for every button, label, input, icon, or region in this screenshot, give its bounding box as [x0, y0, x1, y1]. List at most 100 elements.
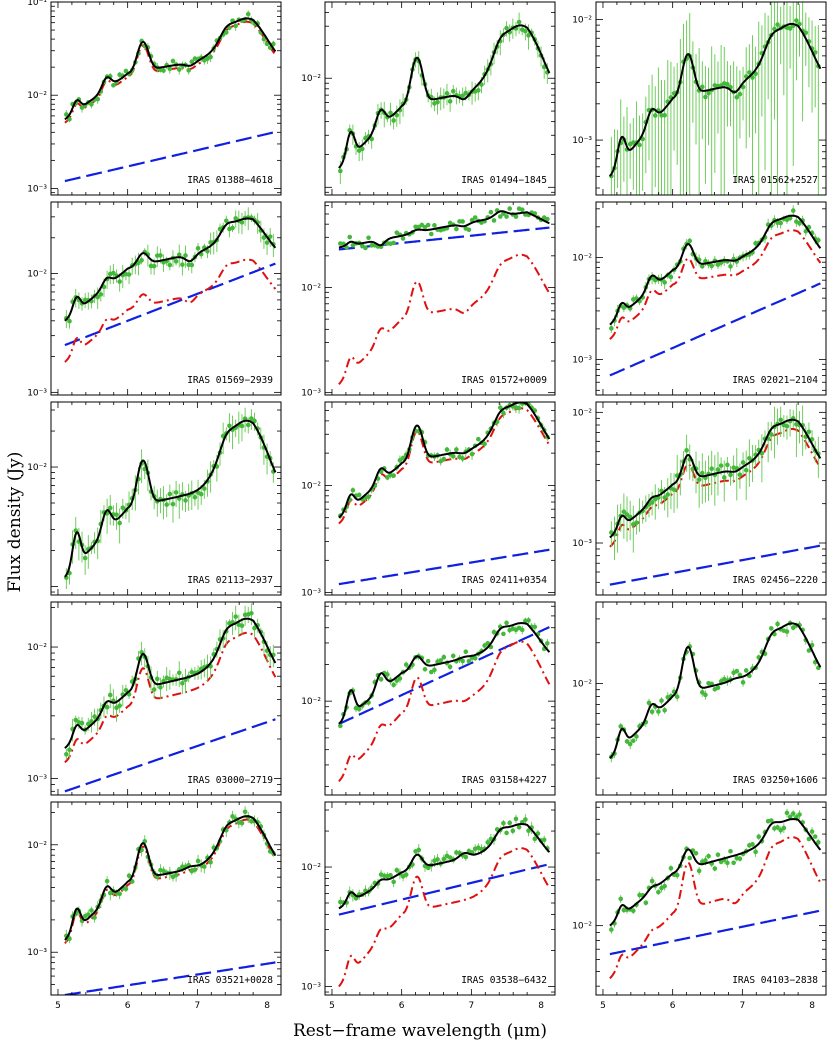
pah-component-line: [609, 229, 822, 340]
pah-component-line: [64, 818, 277, 944]
total-model-line: [338, 402, 551, 519]
data-point: [609, 326, 614, 331]
data-point: [715, 685, 721, 691]
x-tick-label: 5: [329, 1001, 335, 1011]
data-point: [806, 648, 812, 653]
continuum-component-line: [64, 262, 276, 347]
continuum-component-line: [609, 282, 821, 377]
data-point: [787, 26, 793, 31]
data-point: [734, 94, 740, 100]
data-point: [82, 555, 88, 561]
spectrum-panel: 10⁻³ 10⁻² 5 6 7 8 IRAS 03521+0028: [27, 801, 282, 1011]
pah-component-line: [64, 631, 277, 764]
data-point: [740, 680, 746, 685]
data-point: [107, 692, 113, 698]
data-point: [466, 227, 472, 233]
data-point: [129, 879, 135, 884]
data-point: [356, 706, 362, 712]
data-point: [227, 423, 232, 429]
data-point: [98, 292, 104, 297]
data-point: [450, 453, 456, 459]
panel-source-label: IRAS 01388−4618: [187, 175, 273, 186]
y-tick-label: 10⁻²: [27, 643, 47, 653]
y-tick-label: 10⁻³: [27, 775, 47, 785]
data-point: [501, 631, 506, 637]
data-point: [715, 852, 721, 858]
y-tick-label: 10⁻³: [27, 184, 47, 194]
data-point: [151, 687, 157, 692]
panel-source-label: IRAS 02456−2220: [732, 575, 818, 586]
panel-source-label: IRAS 04103−2838: [732, 975, 818, 986]
spectrum-panel: 10⁻² 5 6 7 8 IRAS 04103−2838: [572, 801, 827, 1011]
data-point: [728, 472, 733, 478]
y-tick-label: 10⁻²: [572, 679, 592, 689]
data-point: [89, 102, 94, 107]
y-tick-label: 10⁻³: [27, 948, 47, 958]
data-point: [189, 262, 195, 268]
spectrum-panel: 10⁻³ 10⁻² IRAS 01572+0009: [301, 201, 556, 399]
y-tick-label: 10⁻²: [572, 922, 592, 932]
panel-source-label: IRAS 01562+2527: [732, 175, 818, 186]
data-point: [249, 610, 254, 616]
data-point: [117, 703, 122, 709]
data-point: [469, 451, 475, 457]
panel-frame: [324, 201, 556, 396]
data-point: [630, 738, 636, 744]
data-point: [170, 58, 176, 64]
x-tick-label: 6: [399, 1001, 405, 1011]
data-point: [111, 270, 116, 276]
data-point: [120, 505, 126, 511]
data-point: [107, 505, 113, 511]
spectrum-panel: 10⁻³ 10⁻² IRAS 02021−2104: [572, 201, 827, 396]
data-point: [126, 873, 132, 879]
data-point: [447, 664, 453, 670]
spectrum-panel: 10⁻³ 10⁻² 5 6 7 8 IRAS 03538−6432: [301, 801, 556, 1011]
spectrum-panel: 10⁻³ 10⁻² IRAS 02411+0354: [301, 401, 556, 599]
y-tick-label: 10⁻²: [301, 481, 321, 491]
data-point: [504, 620, 509, 626]
data-point: [806, 429, 812, 435]
total-model-line: [609, 22, 822, 177]
y-tick-label: 10⁻²: [572, 16, 592, 26]
panel-frame: [50, 601, 282, 796]
data-point: [89, 908, 94, 913]
data-point: [699, 470, 705, 476]
data-point: [519, 207, 525, 213]
spectrum-panel: 10⁻² IRAS 03250+1606: [572, 601, 827, 796]
data-point: [92, 915, 97, 920]
data-point: [117, 279, 122, 284]
data-point: [394, 867, 400, 873]
data-point: [753, 849, 758, 855]
data-point: [624, 739, 630, 744]
data-point: [441, 856, 447, 862]
data-point: [95, 96, 100, 102]
data-point: [797, 812, 802, 817]
data-point: [104, 878, 110, 884]
data-point: [239, 820, 245, 826]
data-point: [338, 723, 343, 729]
data-point: [183, 253, 188, 258]
data-point: [158, 253, 163, 258]
data-point: [176, 252, 182, 258]
data-point: [718, 463, 724, 468]
data-point: [428, 231, 434, 237]
y-tick-label: 10⁻³: [27, 388, 47, 398]
data-point: [450, 88, 456, 94]
total-model-line: [338, 24, 551, 169]
data-point: [385, 475, 390, 480]
y-axis-title: Flux density (Jy): [5, 452, 25, 593]
panel-frame: [324, 1, 556, 196]
data-point: [740, 460, 746, 465]
pah-component-line: [64, 258, 277, 363]
data-point: [668, 866, 674, 871]
spectrum-panel: 10⁻³ 10⁻² IRAS 02456−2220: [572, 401, 827, 596]
data-point: [693, 851, 699, 856]
data-point: [85, 912, 91, 917]
panel-source-label: IRAS 03250+1606: [732, 775, 818, 786]
data-point: [233, 216, 238, 221]
data-point: [699, 264, 705, 269]
continuum-component-line: [609, 544, 821, 586]
data-point: [510, 828, 516, 834]
plot-area: [338, 402, 551, 586]
data-point: [775, 621, 780, 627]
